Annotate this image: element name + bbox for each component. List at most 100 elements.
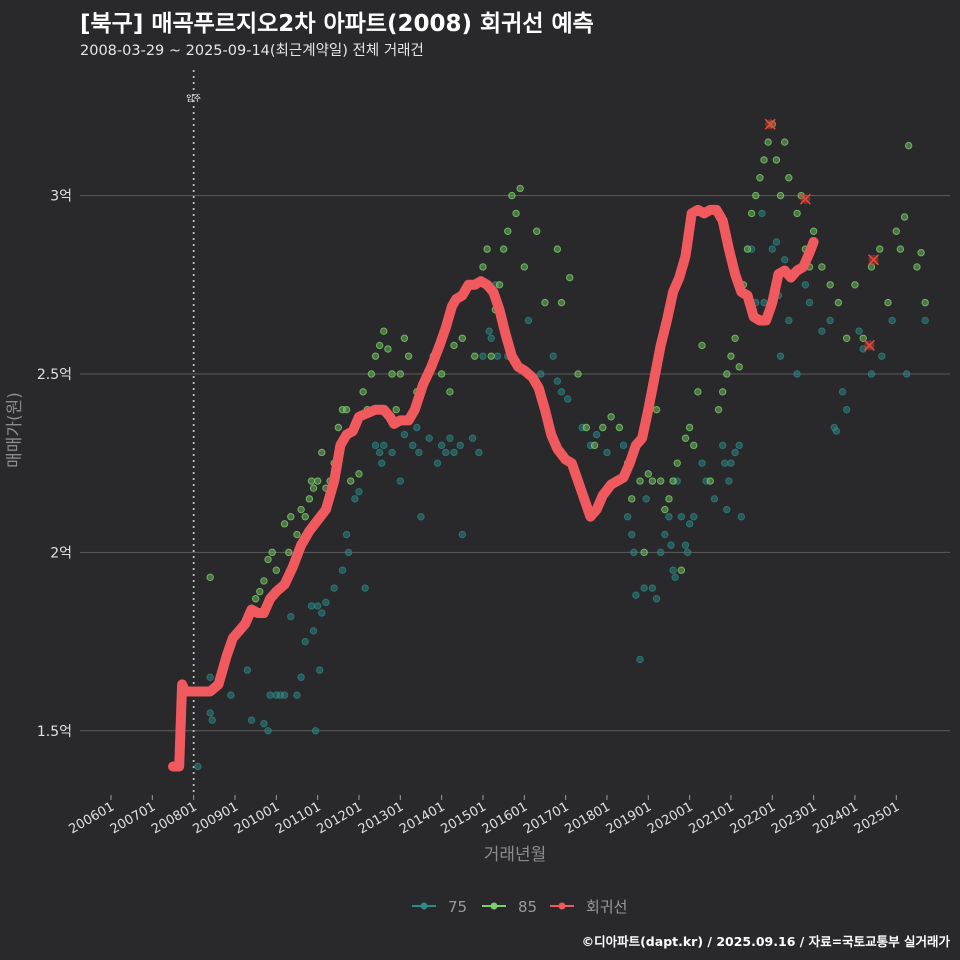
point-85 <box>785 174 793 182</box>
point-85 <box>520 263 528 271</box>
x-tick-label: 201701 <box>521 799 571 837</box>
point-85 <box>842 334 851 343</box>
point-85 <box>917 248 925 257</box>
point-85 <box>735 363 743 371</box>
point-85 <box>582 423 590 432</box>
point-85 <box>512 209 520 218</box>
legend-key-dot <box>490 902 498 910</box>
point-75 <box>630 548 638 557</box>
x-tick-label: 202301 <box>769 799 819 837</box>
point-85 <box>342 405 351 414</box>
point-85 <box>706 477 714 485</box>
x-marker-stroke <box>863 339 875 351</box>
point-75 <box>842 405 851 414</box>
point-85 <box>557 298 566 307</box>
x-marker-stroke <box>868 254 880 266</box>
point-85 <box>718 388 727 396</box>
point-75 <box>737 512 745 521</box>
point-75 <box>669 566 677 574</box>
regression-path <box>168 204 819 772</box>
point-85 <box>499 245 508 253</box>
point-75 <box>458 530 467 539</box>
x-tick-label: 201801 <box>562 799 612 837</box>
point-85 <box>285 548 293 557</box>
point-85 <box>359 388 367 396</box>
point-85 <box>388 370 396 378</box>
point-75 <box>266 691 274 699</box>
point-75 <box>632 591 640 599</box>
point-75 <box>731 448 739 457</box>
point-75 <box>553 377 562 385</box>
point-85 <box>392 405 400 414</box>
x-tick-label: 201001 <box>232 799 282 837</box>
y-tick-label: 2.5억 <box>37 367 72 383</box>
y-tick-label: 1.5억 <box>37 724 72 740</box>
point-85 <box>307 477 316 485</box>
point-85 <box>309 484 318 492</box>
point-75 <box>805 298 814 307</box>
point-85 <box>479 263 487 271</box>
point-75 <box>793 370 801 378</box>
point-85 <box>727 352 735 360</box>
point-75 <box>487 334 495 343</box>
point-85 <box>495 281 504 289</box>
point-75 <box>818 327 826 335</box>
point-85 <box>483 245 491 253</box>
point-75 <box>313 602 322 610</box>
point-85 <box>809 227 818 235</box>
point-75 <box>718 441 727 450</box>
point-75 <box>493 352 502 360</box>
point-85 <box>652 405 661 414</box>
x-marker-stroke <box>799 193 811 205</box>
point-75 <box>671 573 679 582</box>
point-75 <box>361 584 369 592</box>
point-85 <box>371 352 380 360</box>
point-75 <box>727 459 735 467</box>
point-85 <box>313 477 322 485</box>
point-85 <box>450 341 458 350</box>
point-75 <box>832 427 841 435</box>
point-85 <box>446 388 454 396</box>
point-75 <box>425 434 433 442</box>
point-75 <box>656 548 665 557</box>
regression-line <box>168 204 819 772</box>
point-85 <box>607 413 615 421</box>
point-85 <box>661 505 669 514</box>
x-tick-label: 200601 <box>67 799 117 837</box>
point-75 <box>619 441 628 450</box>
y-axis-label: 매매가(원) <box>5 392 25 468</box>
x-tick-label: 201601 <box>480 799 530 837</box>
point-85 <box>834 298 843 307</box>
point-75 <box>475 448 483 457</box>
point-85 <box>669 477 677 485</box>
point-75 <box>780 256 789 264</box>
point-75 <box>400 430 409 439</box>
point-85 <box>280 520 289 528</box>
point-75 <box>698 459 706 467</box>
point-75 <box>524 316 533 325</box>
point-85 <box>367 370 376 378</box>
point-85 <box>553 245 562 253</box>
point-85 <box>723 370 731 378</box>
point-85 <box>665 495 673 503</box>
point-85 <box>375 341 384 350</box>
move-in-line: 입주 <box>186 70 201 795</box>
point-75 <box>342 530 351 539</box>
point-85 <box>698 341 706 350</box>
point-85 <box>780 138 789 146</box>
point-75 <box>417 512 425 521</box>
point-75 <box>247 716 256 724</box>
x-tick-label: 200901 <box>190 799 240 837</box>
point-85 <box>287 512 295 521</box>
point-75 <box>628 530 636 539</box>
footer-credit: ©디아파트(dapt.kr) / 2025.09.16 / 자료=국토교통부 실… <box>581 934 950 949</box>
x-tick-label: 200701 <box>108 799 158 837</box>
point-75 <box>683 548 692 557</box>
point-75 <box>557 388 566 396</box>
point-85 <box>384 345 392 353</box>
x-marker <box>863 339 875 351</box>
point-75 <box>311 727 320 735</box>
point-85 <box>896 245 905 253</box>
point-85 <box>508 191 516 200</box>
